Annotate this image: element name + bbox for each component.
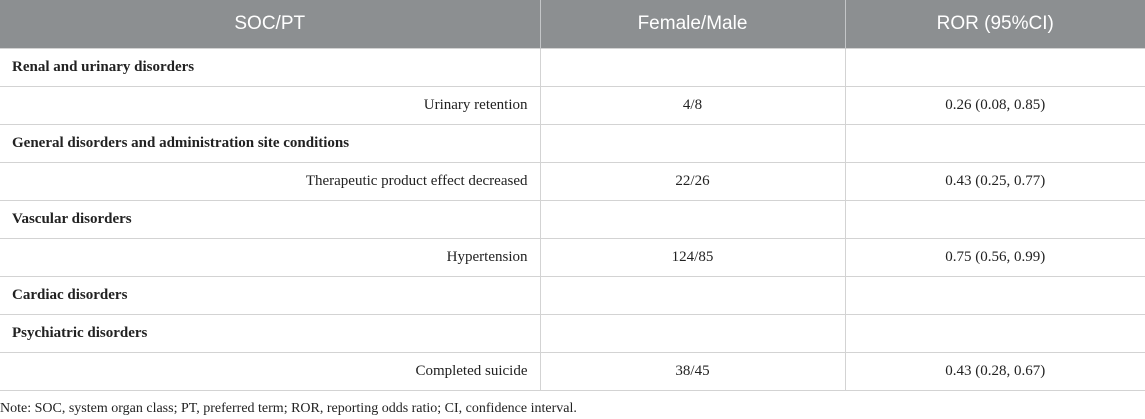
female-male-cell: 124/85: [540, 238, 846, 277]
pt-row: Completed suicide 38/45 0.43 (0.28, 0.67): [0, 352, 1145, 391]
ror-cell: 0.43 (0.28, 0.67): [845, 352, 1145, 391]
soc-row: Psychiatric disorders: [0, 314, 1145, 353]
female-male-cell: [540, 276, 846, 315]
female-male-cell: [540, 200, 846, 239]
ror-cell: [845, 200, 1145, 239]
pt-name-cell: Urinary retention: [0, 86, 541, 125]
soc-name-cell: Psychiatric disorders: [0, 314, 541, 353]
pt-row: Urinary retention 4/8 0.26 (0.08, 0.85): [0, 86, 1145, 125]
header-soc-pt: SOC/PT: [0, 0, 541, 49]
female-male-cell: 22/26: [540, 162, 846, 201]
table-note: Note: SOC, system organ class; PT, prefe…: [0, 401, 577, 416]
female-male-cell: [540, 124, 846, 163]
ror-cell: 0.26 (0.08, 0.85): [845, 86, 1145, 125]
female-male-cell: 38/45: [540, 352, 846, 391]
ror-cell: 0.43 (0.25, 0.77): [845, 162, 1145, 201]
soc-row: Vascular disorders: [0, 200, 1145, 239]
soc-name-cell: Cardiac disorders: [0, 276, 541, 315]
ror-cell: [845, 314, 1145, 353]
ror-cell: 0.75 (0.56, 0.99): [845, 238, 1145, 277]
header-ror: ROR (95%CI): [845, 0, 1145, 49]
soc-name-cell: Renal and urinary disorders: [0, 48, 541, 87]
soc-row: General disorders and administration sit…: [0, 124, 1145, 163]
soc-row: Renal and urinary disorders: [0, 48, 1145, 87]
pt-name-cell: Hypertension: [0, 238, 541, 277]
female-male-cell: [540, 48, 846, 87]
female-male-cell: [540, 314, 846, 353]
table-header-row: SOC/PT Female/Male ROR (95%CI): [0, 0, 1145, 49]
ror-cell: [845, 124, 1145, 163]
ror-cell: [845, 276, 1145, 315]
pt-name-cell: Completed suicide: [0, 352, 541, 391]
data-table: SOC/PT Female/Male ROR (95%CI) Renal and…: [0, 0, 1145, 391]
pt-name-cell: Therapeutic product effect decreased: [0, 162, 541, 201]
pt-row: Therapeutic product effect decreased 22/2…: [0, 162, 1145, 201]
soc-row: Cardiac disorders: [0, 276, 1145, 315]
ror-cell: [845, 48, 1145, 87]
header-female-male: Female/Male: [540, 0, 846, 49]
soc-name-cell: General disorders and administration sit…: [0, 124, 541, 163]
pt-row: Hypertension 124/85 0.75 (0.56, 0.99): [0, 238, 1145, 277]
female-male-cell: 4/8: [540, 86, 846, 125]
soc-name-cell: Vascular disorders: [0, 200, 541, 239]
